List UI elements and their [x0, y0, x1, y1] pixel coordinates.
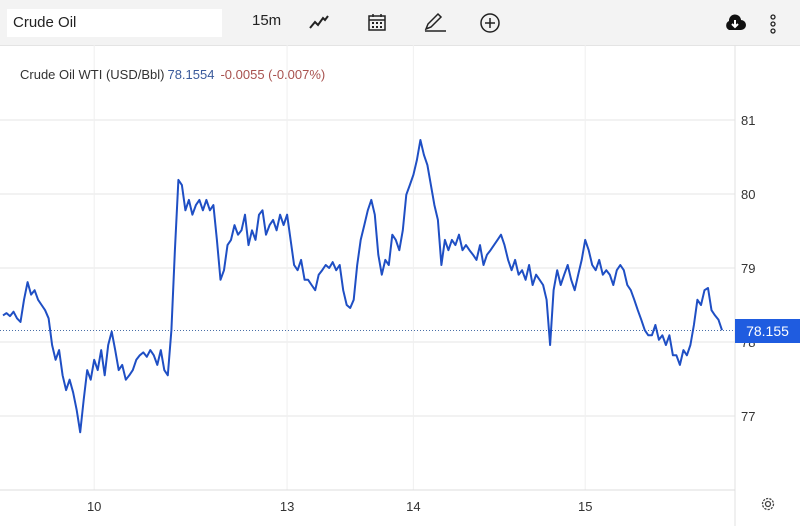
interval-button[interactable]: 15m [252, 12, 282, 29]
y-tick-label: 79 [741, 261, 755, 276]
symbol-search-input[interactable]: Crude Oil [7, 9, 222, 37]
y-tick-label: 81 [741, 113, 755, 128]
last-price-tag: 78.155 [735, 319, 800, 343]
chart-legend: Crude Oil WTI (USD/Bbl) 78.1554 -0.0055 (-… [20, 67, 325, 82]
legend-value: 78.1554 [167, 67, 215, 82]
legend-symbol-name: Crude Oil WTI (USD/Bbl) [20, 67, 165, 82]
gear-icon[interactable] [759, 495, 777, 518]
more-vertical-icon[interactable] [770, 14, 776, 34]
y-tick-label: 80 [741, 187, 755, 202]
x-tick-label: 14 [406, 499, 420, 514]
plus-circle-icon[interactable] [480, 13, 500, 33]
legend-change: -0.0055 (-0.007%) [220, 67, 326, 82]
pencil-icon[interactable] [423, 12, 447, 32]
toolbar: Crude Oil 15m [0, 0, 800, 46]
price-series-line [2, 139, 723, 434]
calendar-icon[interactable] [367, 12, 387, 32]
cloud-download-icon[interactable] [724, 14, 746, 32]
x-tick-label: 10 [87, 499, 101, 514]
x-tick-label: 13 [280, 499, 294, 514]
line-chart-icon[interactable] [309, 13, 329, 31]
y-tick-label: 77 [741, 409, 755, 424]
x-tick-label: 15 [578, 499, 592, 514]
